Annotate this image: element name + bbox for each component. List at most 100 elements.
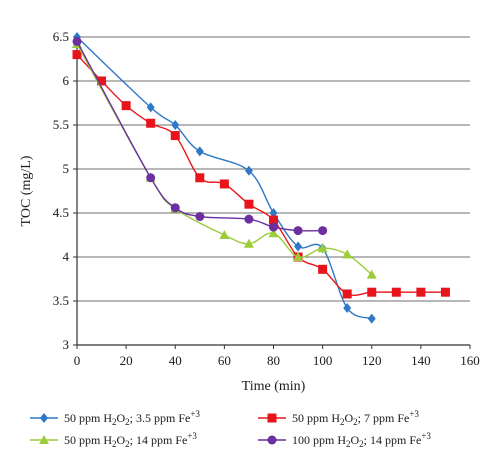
data-point — [293, 226, 303, 236]
data-point — [170, 131, 180, 141]
axes-layer: 3 3.5 4 4.5 5 5.5 6 6.5 0 20 40 60 80 100 120 140 160 — [53, 29, 480, 368]
data-point — [269, 208, 278, 218]
legend-label-part: O — [345, 411, 354, 425]
legend-label: 50 ppm H2O2; 3.5 ppm Fe+3 — [64, 409, 200, 427]
y-tick-label: 5 — [63, 161, 70, 176]
legend-label-part: O — [117, 411, 126, 425]
data-point — [318, 226, 328, 236]
series-line — [76, 43, 373, 276]
data-point — [367, 287, 377, 297]
data-point — [366, 269, 377, 279]
data-point — [243, 238, 254, 248]
legend-label-part: 100 ppm H — [292, 433, 346, 447]
legend-label-part: +3 — [190, 409, 200, 419]
data-point — [268, 228, 279, 238]
legend-label-part: 2 — [340, 417, 345, 427]
data-point — [318, 264, 328, 274]
legend-label-part: O — [117, 433, 126, 447]
data-point — [269, 215, 278, 225]
data-point — [146, 102, 155, 113]
legend-label-part: 50 ppm H — [64, 411, 112, 425]
x-axis-title: Time (min) — [242, 379, 306, 394]
legend-item: 100 ppm H2O2; 14 ppm Fe+3 — [258, 431, 431, 449]
legend-label-part: ; 3.5 ppm Fe — [130, 411, 191, 425]
grid-layer — [77, 36, 470, 346]
legend-label-part: 2 — [112, 439, 117, 449]
data-point — [244, 214, 254, 224]
legend-label-part: 2 — [359, 439, 364, 449]
data-point — [416, 287, 426, 297]
series-0 — [73, 32, 376, 324]
legend-label-part: 50 ppm H — [64, 433, 112, 447]
data-point — [244, 199, 254, 209]
data-point — [195, 212, 205, 222]
legend-label: 50 ppm H2O2; 7 ppm Fe+3 — [292, 409, 419, 427]
series-layer — [72, 32, 450, 324]
series-line — [76, 54, 446, 297]
series-line — [76, 41, 323, 232]
data-point — [440, 287, 450, 297]
legend-label-part: O — [351, 433, 360, 447]
x-tick-label: 20 — [120, 353, 133, 368]
legend-marker — [267, 413, 277, 423]
x-tick-label: 140 — [411, 353, 431, 368]
data-point — [293, 252, 304, 261]
legend-marker — [267, 435, 277, 445]
data-point — [219, 230, 230, 239]
legend-label-part: ; 14 ppm Fe — [130, 433, 188, 447]
data-point — [269, 222, 278, 232]
series-2 — [72, 39, 377, 279]
y-tick-label: 4.5 — [53, 205, 69, 220]
x-tick-label: 0 — [74, 353, 81, 368]
y-tick-label: 6.5 — [53, 29, 69, 44]
data-point — [219, 179, 229, 189]
series-line — [76, 36, 373, 320]
data-point — [170, 203, 180, 213]
legend-item: 50 ppm H2O2; 7 ppm Fe+3 — [258, 409, 419, 427]
legend-label-part: ; 7 ppm Fe — [358, 411, 410, 425]
legend-label-part: 2 — [346, 439, 351, 449]
y-tick-label: 6 — [63, 73, 70, 88]
data-point — [121, 101, 131, 111]
data-point — [72, 36, 82, 46]
legend-marker — [40, 413, 48, 423]
x-tick-label: 120 — [362, 353, 382, 368]
x-tick-label: 160 — [460, 353, 480, 368]
y-tick-label: 3 — [63, 337, 70, 352]
legend-label-part: 2 — [112, 417, 117, 427]
data-point — [244, 165, 253, 176]
y-tick-label: 4 — [63, 249, 70, 264]
x-tick-label: 100 — [313, 353, 333, 368]
series-3 — [72, 36, 328, 236]
data-point — [367, 313, 376, 324]
legend-item: 50 ppm H2O2; 14 ppm Fe+3 — [30, 431, 197, 449]
legend-item: 50 ppm H2O2; 3.5 ppm Fe+3 — [30, 409, 200, 427]
data-point — [294, 241, 303, 252]
legend-label: 50 ppm H2O2; 14 ppm Fe+3 — [64, 431, 197, 449]
legend-label-part: 50 ppm H — [292, 411, 340, 425]
y-axis-title: TOC (mg/L) — [19, 155, 34, 226]
legend-marker — [39, 435, 49, 444]
x-tick-label: 40 — [169, 353, 182, 368]
data-point — [97, 76, 107, 86]
data-point — [342, 249, 353, 259]
y-tick-label: 5.5 — [53, 117, 69, 132]
data-point — [343, 303, 352, 314]
data-point — [195, 173, 205, 183]
data-point — [146, 118, 156, 128]
legend-label-part: +3 — [187, 431, 197, 441]
legend: 50 ppm H2O2; 3.5 ppm Fe+3 50 ppm H2O2; 7 … — [30, 409, 431, 449]
legend-label-part: 2 — [125, 439, 130, 449]
data-point — [342, 289, 352, 299]
legend-label-part: 2 — [125, 417, 130, 427]
data-point — [195, 146, 204, 157]
data-point — [317, 243, 328, 253]
x-tick-label: 80 — [267, 353, 280, 368]
data-point — [171, 120, 180, 130]
y-tick-label: 3.5 — [53, 293, 69, 308]
legend-label: 100 ppm H2O2; 14 ppm Fe+3 — [292, 431, 431, 449]
series-1 — [72, 50, 450, 299]
legend-label-part: +3 — [409, 409, 419, 419]
x-tick-label: 60 — [218, 353, 231, 368]
